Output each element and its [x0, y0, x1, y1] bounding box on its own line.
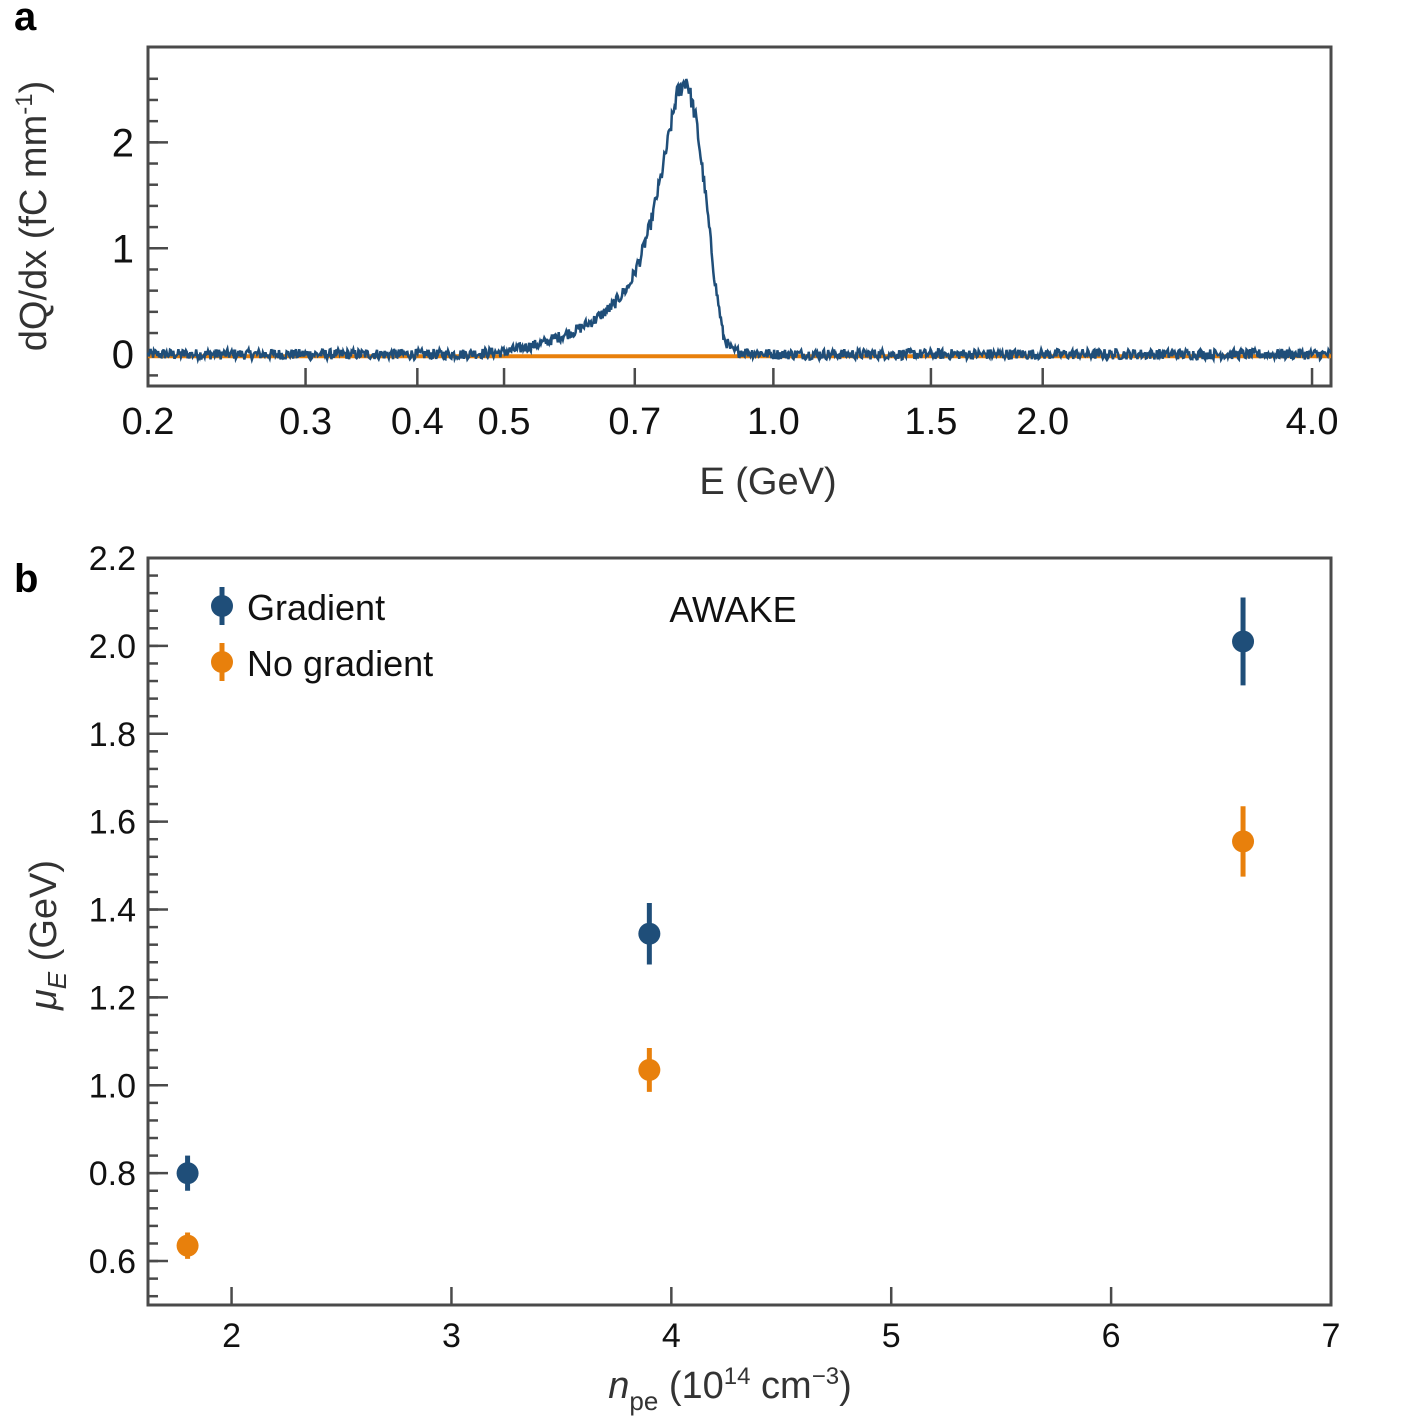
gradient-point — [638, 922, 661, 945]
x-tick-label: 1.5 — [905, 401, 958, 443]
panel-a-y-label: dQ/dx (fC mm-1) — [11, 81, 55, 351]
y-tick-label: 1.8 — [89, 716, 136, 754]
y-tick-label: 0.8 — [89, 1155, 136, 1193]
no-gradient-point — [638, 1058, 661, 1081]
legend-no-gradient-label: No gradient — [247, 643, 433, 684]
x-tick-label: 5 — [882, 1317, 901, 1355]
panel-b-frame — [146, 556, 1333, 1307]
y-tick-label: 2 — [112, 121, 134, 165]
gradient-point — [176, 1162, 199, 1185]
y-tick-label: 2.2 — [89, 540, 136, 578]
legend-gradient-label: Gradient — [247, 587, 385, 628]
x-tick-label: 0.3 — [279, 401, 332, 443]
x-tick-label: 0.4 — [391, 401, 444, 443]
gradient-point — [1232, 630, 1255, 653]
y-tick-label: 1.0 — [89, 1067, 136, 1105]
legend-no-gradient-marker — [211, 651, 233, 673]
panel-a-letter: a — [14, 0, 37, 39]
panel-a-series — [146, 78, 1332, 365]
x-tick-label: 2.0 — [1016, 401, 1069, 443]
panel-b-ticks: 2 3 4 5 6 7 0.6 0.8 1.0 1.2 1.4 1.6 1.8 2.0 2.2 — [89, 540, 1341, 1355]
x-tick-label: 7 — [1322, 1317, 1341, 1355]
x-tick-label: 0.2 — [122, 401, 175, 443]
x-tick-label: 4.0 — [1286, 401, 1339, 443]
panel-a-frame — [146, 45, 1333, 388]
panel-b: b 2 3 4 5 6 7 0.6 0.8 1.0 1.2 1.4 1.6 1.8 2.0 2.2 AWAK… — [14, 540, 1340, 1416]
legend-item-gradient: Gradient — [211, 587, 385, 628]
panel-b-y-label: μE (GeV) — [23, 860, 72, 1011]
y-tick-label: 0.6 — [89, 1243, 136, 1281]
y-tick-label: 1.4 — [89, 892, 136, 930]
y-tick-label: 1.6 — [89, 804, 136, 842]
legend-item-no-gradient: No gradient — [211, 643, 433, 684]
awake-annotation: AWAKE — [669, 589, 796, 630]
y-tick-label: 1 — [112, 227, 134, 271]
panel-b-series — [176, 597, 1255, 1259]
x-tick-label: 4 — [662, 1317, 681, 1355]
y-tick-label: 2.0 — [89, 628, 136, 666]
x-tick-label: 3 — [442, 1317, 461, 1355]
spectrum-gradient-line — [146, 78, 1332, 365]
panel-a: a 0.2 0.3 0.4 0.5 0.7 1.0 1.5 2.0 4.0 0 1 2 E (GeV)… — [11, 0, 1338, 503]
y-tick-label: 0 — [112, 333, 134, 377]
panel-a-ticks: 0.2 0.3 0.4 0.5 0.7 1.0 1.5 2.0 4.0 0 1 2 — [112, 77, 1339, 443]
no-gradient-point — [176, 1234, 199, 1257]
no-gradient-point — [1232, 830, 1255, 853]
x-tick-label: 1.0 — [747, 401, 800, 443]
x-tick-label: 0.5 — [478, 401, 531, 443]
panel-a-x-label: E (GeV) — [699, 461, 836, 503]
y-tick-label: 1.2 — [89, 979, 136, 1017]
legend: Gradient No gradient — [211, 587, 433, 684]
panel-b-letter: b — [14, 557, 38, 601]
legend-gradient-marker — [211, 595, 233, 617]
x-tick-label: 2 — [222, 1317, 241, 1355]
panel-b-x-label: npe (1014 cm−3) — [608, 1363, 852, 1416]
x-tick-label: 0.7 — [608, 401, 661, 443]
x-tick-label: 6 — [1102, 1317, 1121, 1355]
